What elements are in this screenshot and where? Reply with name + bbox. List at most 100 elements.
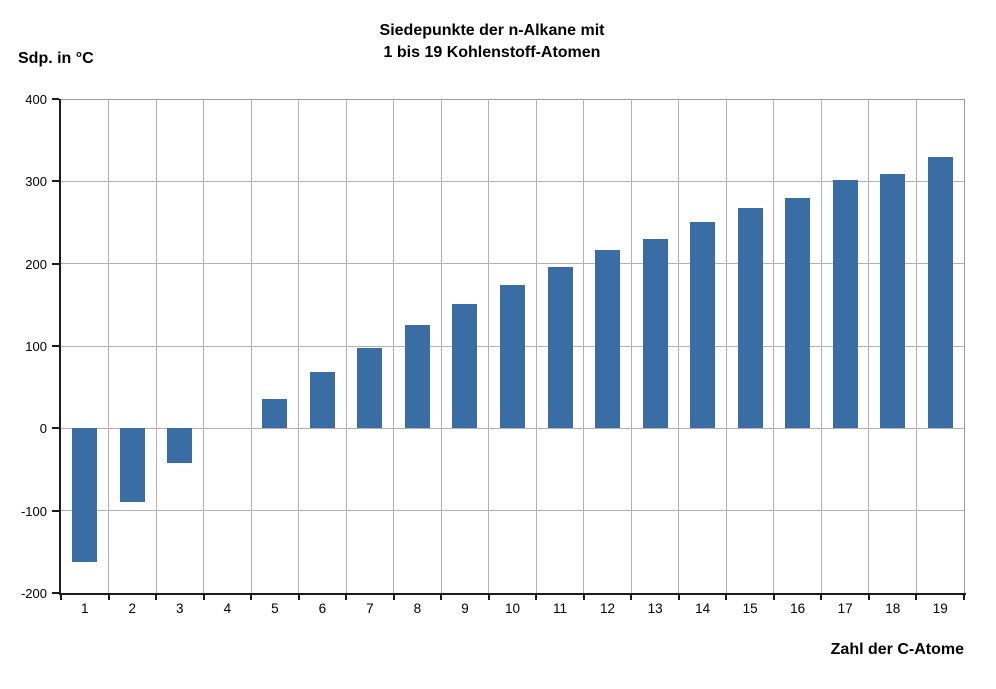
bar-c10 (500, 285, 525, 429)
chart-title: Siedepunkte der n-Alkane mit 1 bis 19 Ko… (0, 20, 984, 64)
gridline-horizontal (61, 98, 964, 100)
gridline-horizontal (61, 263, 964, 265)
x-tick-label: 2 (128, 601, 137, 616)
gridline-vertical (250, 99, 252, 593)
x-tick-mark (867, 595, 870, 600)
x-tick-label: 19 (932, 601, 948, 616)
gridline-vertical (820, 99, 822, 593)
gridline-vertical (535, 99, 537, 593)
x-tick-mark (250, 595, 253, 600)
gridline-vertical (155, 99, 157, 593)
y-tick-mark (52, 262, 59, 265)
gridline-vertical (393, 99, 395, 593)
x-tick-label: 4 (223, 601, 232, 616)
bar-c15 (737, 207, 763, 429)
x-tick-mark (440, 595, 443, 600)
gridline-vertical (440, 99, 442, 593)
x-tick-label: 3 (176, 601, 184, 616)
gridline-vertical (725, 99, 727, 593)
x-tick-label: 6 (318, 601, 327, 616)
x-tick-label: 1 (80, 601, 89, 616)
chart-title-line2: 1 bis 19 Kohlenstoff-Atomen (383, 44, 601, 61)
bar-c13 (642, 238, 668, 429)
gridline-horizontal (61, 427, 964, 429)
bar-c14 (690, 221, 716, 429)
y-tick-mark (52, 592, 59, 594)
gridline-vertical (203, 99, 205, 593)
x-tick-mark (915, 595, 918, 600)
gridline-vertical (345, 99, 347, 593)
bar-c2 (119, 428, 145, 502)
x-tick-mark (963, 595, 965, 600)
y-tick-mark (52, 427, 59, 430)
x-tick-mark (202, 595, 205, 600)
x-tick-mark (535, 595, 538, 600)
y-tick-label: 300 (25, 174, 47, 190)
x-tick-label: 10 (504, 601, 521, 616)
y-tick-label: 100 (25, 339, 47, 354)
gridline-vertical (488, 99, 490, 593)
x-tick-label: 16 (790, 601, 806, 616)
y-tick-mark (52, 98, 59, 100)
bar-c17 (832, 179, 858, 429)
x-tick-label: 13 (647, 601, 663, 616)
gridline-vertical (773, 99, 775, 593)
x-tick-mark (582, 595, 585, 600)
x-tick-label: 5 (271, 601, 279, 616)
bar-c1 (72, 428, 98, 562)
bar-c8 (404, 324, 430, 429)
x-tick-mark (155, 595, 158, 600)
x-tick-mark (345, 595, 348, 600)
chart-title-line1: Siedepunkte der n-Alkane mit (379, 22, 605, 39)
bar-c12 (595, 250, 621, 429)
x-tick-mark (487, 595, 490, 600)
y-axis-line (59, 99, 61, 595)
gridline-vertical (915, 99, 917, 593)
gridline-vertical (108, 99, 110, 593)
gridline-horizontal (61, 180, 964, 182)
y-tick-label: 400 (25, 92, 47, 107)
x-tick-label: 11 (553, 601, 568, 616)
x-tick-mark (392, 595, 395, 600)
x-tick-mark (107, 595, 110, 600)
x-tick-label: 9 (461, 601, 469, 616)
y-tick-mark (52, 509, 59, 512)
y-tick-label: -200 (20, 586, 47, 601)
bar-c19 (927, 156, 953, 429)
bar-c3 (167, 428, 193, 463)
gridline-vertical (868, 99, 870, 593)
plot-right-border (963, 99, 965, 593)
x-tick-mark (297, 595, 300, 600)
y-tick-mark (52, 345, 59, 347)
y-axis-title: Sdp. in °C (18, 50, 94, 67)
x-tick-mark (677, 595, 680, 600)
y-tick-label: 200 (25, 256, 47, 272)
x-tick-label: 14 (695, 601, 711, 616)
y-tick-mark (52, 180, 59, 183)
x-tick-label: 18 (885, 601, 901, 616)
x-tick-mark (630, 595, 633, 600)
x-tick-mark (820, 595, 823, 600)
bar-c6 (309, 371, 335, 429)
gridline-vertical (678, 99, 680, 593)
x-tick-label: 8 (413, 601, 422, 616)
bar-c16 (785, 197, 811, 429)
bar-c9 (452, 304, 478, 429)
x-tick-label: 17 (837, 601, 853, 616)
gridline-horizontal (61, 510, 964, 512)
x-tick-label: 7 (366, 601, 374, 616)
gridline-vertical (298, 99, 300, 593)
x-tick-label: 15 (742, 601, 758, 616)
bar-c5 (262, 398, 288, 429)
bar-c7 (357, 347, 383, 429)
bar-c18 (880, 173, 906, 429)
x-axis-title: Zahl der C-Atome (830, 641, 964, 658)
x-tick-mark (60, 595, 62, 600)
gridline-vertical (583, 99, 585, 593)
bar-c11 (547, 266, 573, 429)
x-tick-label: 12 (600, 601, 616, 616)
gridline-vertical (630, 99, 632, 593)
y-tick-label: 0 (39, 421, 47, 437)
